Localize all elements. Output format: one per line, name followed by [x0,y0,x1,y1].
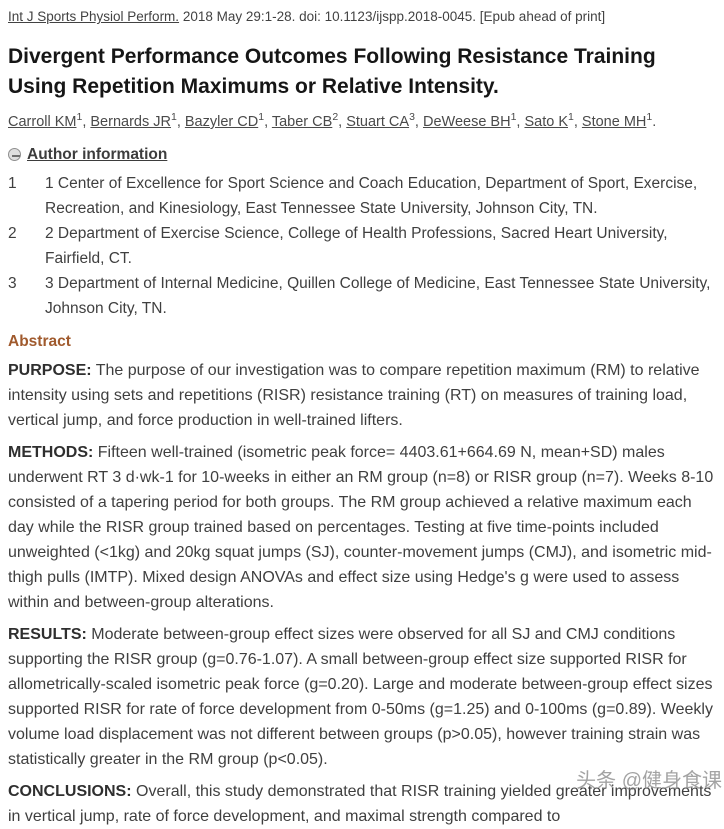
abstract-section-label: METHODS: [8,444,94,461]
author-list: Carroll KM1, Bernards JR1, Bazyler CD1, … [8,111,716,133]
author-link[interactable]: Carroll KM [8,114,77,130]
affiliation-list: 1 1 Center of Excellence for Sport Scien… [8,171,716,321]
author-link[interactable]: Stuart CA [346,114,410,130]
collapse-minus-icon[interactable] [8,148,21,161]
author-link[interactable]: Taber CB [271,114,333,130]
author-information-toggle[interactable]: Author information [8,146,716,164]
author-link[interactable]: Bernards JR [90,114,171,130]
author: Stuart CA3, [346,111,423,130]
author-affiliation-sup: 3 [409,111,415,124]
author-link[interactable]: Stone MH [581,114,647,130]
abstract-methods-paragraph: METHODS: Fifteen well-trained (isometric… [8,440,716,615]
author-affiliation-sup: 1 [258,111,265,124]
author-affiliation-sup: 1 [170,111,177,124]
journal-citation: Int J Sports Physiol Perform. 2018 May 2… [8,8,716,25]
author-link[interactable]: Sato K [524,114,568,130]
affiliation-text: 2 Department of Exercise Science, Colleg… [45,225,668,267]
affiliation-number: 2 [8,225,17,242]
author-separator: , [338,114,347,130]
citation-details: 2018 May 29:1-28. doi: 10.1123/ijspp.201… [179,9,606,24]
affiliation-row: 2 2 Department of Exercise Science, Coll… [8,221,716,271]
author-separator: , [414,114,423,130]
abstract-conclusions-paragraph: CONCLUSIONS: Overall, this study demonst… [8,779,716,829]
author-affiliation-sup: 1 [646,111,653,124]
author-separator: , [264,114,272,130]
author: Carroll KM1, [8,111,91,130]
affiliation-row: 3 3 Department of Internal Medicine, Qui… [8,271,716,321]
author-link[interactable]: Bazyler CD [184,114,259,130]
abstract-section-text: The purpose of our investigation was to … [8,362,700,429]
affiliation-row: 1 1 Center of Excellence for Sport Scien… [8,171,716,221]
author-separator: . [652,114,657,130]
author-information-link[interactable]: Author information [27,146,168,163]
affiliation-number: 3 [8,275,17,292]
author-separator: , [573,114,582,130]
affiliation-number: 1 [8,175,17,192]
abstract-heading: Abstract [8,333,71,350]
author-separator: , [176,114,185,130]
article-title: Divergent Performance Outcomes Following… [8,45,656,98]
author-affiliation-sup: 1 [76,111,83,124]
author: Taber CB2, [271,111,347,130]
abstract-section-label: CONCLUSIONS: [8,783,132,800]
author-affiliation-sup: 1 [568,111,574,124]
author: Sato K1, [524,111,582,130]
author: Stone MH1. [581,111,657,130]
journal-link[interactable]: Int J Sports Physiol Perform. [8,9,180,24]
abstract-purpose-paragraph: PURPOSE: The purpose of our investigatio… [8,358,716,433]
abstract-results-paragraph: RESULTS: Moderate between-group effect s… [8,622,716,772]
author: DeWeese BH1, [422,111,525,130]
author: Bazyler CD1, [184,111,272,130]
author-affiliation-sup: 2 [332,111,339,124]
author-affiliation-sup: 1 [510,111,517,124]
author-separator: , [516,114,525,130]
abstract-section-text: Fifteen well-trained (isometric peak for… [8,444,714,611]
author-link[interactable]: DeWeese BH [422,114,511,130]
abstract-section-text: Moderate between-group effect sizes were… [8,626,713,768]
abstract-section-label: RESULTS: [8,626,87,643]
author-separator: , [82,114,91,130]
affiliation-text: 1 Center of Excellence for Sport Science… [45,175,698,217]
author: Bernards JR1, [90,111,185,130]
affiliation-text: 3 Department of Internal Medicine, Quill… [45,275,711,317]
abstract-section-label: PURPOSE: [8,362,92,379]
